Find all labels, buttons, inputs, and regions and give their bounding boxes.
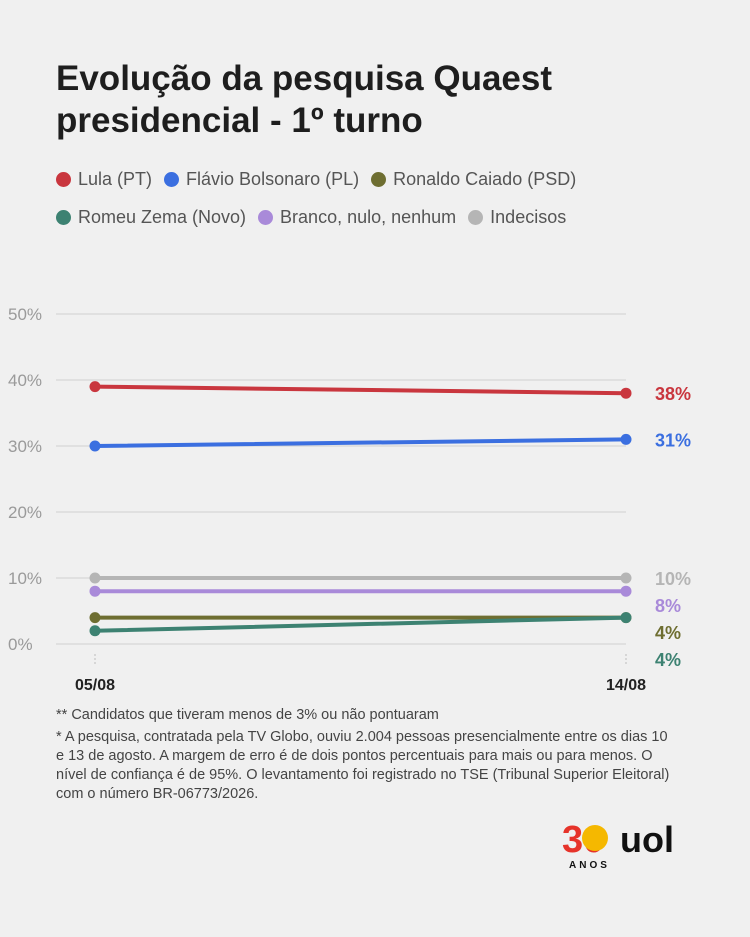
- x-tick-label: 14/08: [606, 677, 646, 694]
- legend-label: Indecisos: [490, 207, 567, 227]
- legend-label: Flávio Bolsonaro (PL): [186, 169, 360, 189]
- logo-sun-icon: [582, 825, 608, 851]
- y-tick-label: 0%: [8, 635, 33, 654]
- legend-item: Romeu Zema (Novo): [56, 206, 246, 228]
- data-point: [89, 381, 101, 393]
- legend-label: Romeu Zema (Novo): [78, 207, 247, 227]
- legend-swatch: [164, 171, 180, 187]
- end-value-label: 38%: [655, 384, 691, 404]
- y-tick-label: 30%: [8, 437, 42, 456]
- line-chart: 0% 10% 20% 30% 40% 50% 05/08 14/08 38% 31% 10% 8% 4%…: [8, 305, 691, 694]
- logo-anos-text: ANOS: [569, 860, 610, 871]
- end-value-label: 8%: [655, 596, 681, 616]
- data-point: [89, 440, 101, 452]
- end-value-label: 4%: [655, 650, 681, 670]
- legend-label: Ronaldo Caiado (PSD): [393, 169, 577, 189]
- x-tick-label: 05/08: [75, 677, 115, 694]
- data-point: [89, 585, 101, 597]
- data-point: [620, 572, 632, 584]
- end-value-label: 10%: [655, 569, 691, 589]
- data-point: [620, 387, 632, 399]
- series-line: [93, 615, 628, 633]
- data-point: [89, 612, 101, 624]
- end-value-label: 31%: [655, 430, 691, 450]
- footnote-candidates: ** Candidatos que tiveram menos de 3% ou…: [56, 707, 439, 723]
- logo-brand-text: uol: [620, 819, 674, 860]
- y-tick-label: 10%: [8, 569, 42, 588]
- footnote-methodology: * A pesquisa, contratada pela TV Globo, …: [56, 729, 670, 802]
- series-line: [93, 384, 628, 396]
- legend-swatch: [56, 171, 71, 187]
- data-point: [620, 585, 632, 597]
- legend-swatch: [56, 209, 71, 225]
- legend-item: Ronaldo Caiado (PSD): [371, 168, 576, 190]
- y-tick-label: 20%: [8, 503, 42, 522]
- legend: Lula (PT) Flávio Bolsonaro (PL) Ronaldo Ca…: [56, 168, 716, 228]
- series-line: [93, 437, 628, 448]
- legend-label: Lula (PT): [78, 169, 153, 189]
- legend-item: Flávio Bolsonaro (PL): [164, 168, 359, 190]
- data-point: [89, 572, 101, 584]
- footnotes: ** Candidatos que tiveram menos de 3% ou…: [56, 706, 676, 807]
- data-point: [89, 625, 101, 637]
- legend-item: Indecisos: [468, 206, 566, 228]
- y-tick-label: 50%: [8, 305, 42, 324]
- legend-swatch: [371, 171, 387, 187]
- legend-swatch: [258, 209, 274, 225]
- end-value-label: 4%: [655, 623, 681, 643]
- uol-30-anos-logo: 30 ANOS uol: [562, 819, 674, 871]
- legend-swatch: [468, 209, 484, 225]
- data-point: [620, 612, 632, 624]
- data-point: [620, 433, 632, 445]
- y-tick-label: 40%: [8, 371, 42, 390]
- chart-title: Evolução da pesquisa Quaest presidencial…: [56, 59, 552, 140]
- legend-item: Lula (PT): [56, 168, 152, 190]
- legend-label: Branco, nulo, nenhum: [280, 207, 457, 227]
- legend-item: Branco, nulo, nenhum: [258, 206, 456, 228]
